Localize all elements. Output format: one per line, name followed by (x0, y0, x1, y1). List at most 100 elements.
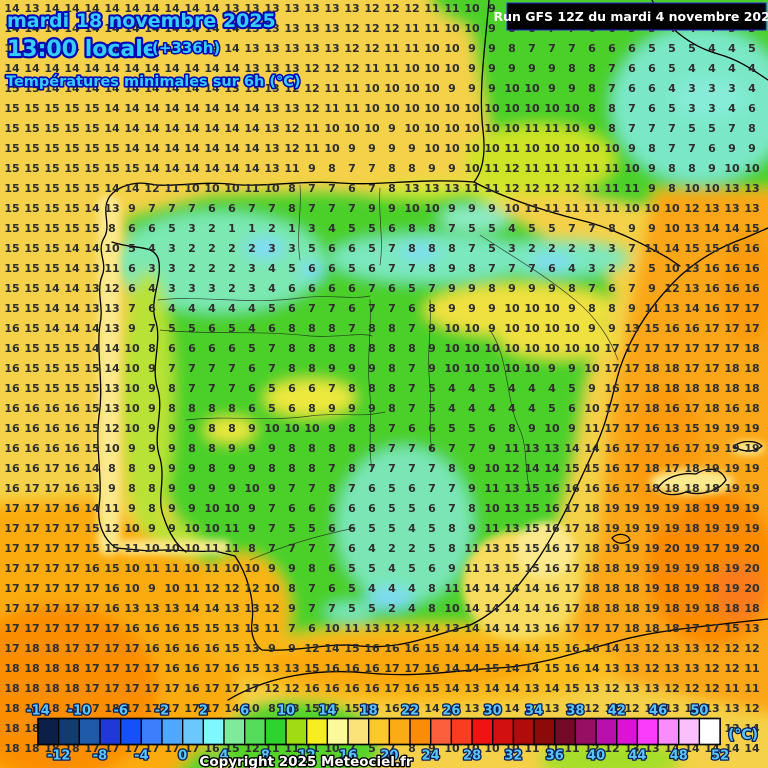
grid-value: 4 (728, 62, 736, 75)
grid-value: 2 (548, 242, 556, 255)
grid-value: 7 (188, 202, 196, 215)
grid-value: 16 (724, 242, 740, 255)
grid-value: 9 (328, 362, 336, 375)
grid-value: 16 (744, 282, 760, 295)
grid-value: 7 (328, 602, 336, 615)
grid-value: 16 (564, 482, 580, 495)
grid-value: 10 (444, 122, 460, 135)
grid-value: 8 (288, 582, 296, 595)
grid-value: 7 (728, 122, 736, 135)
grid-value: 6 (348, 522, 356, 535)
grid-value: 15 (324, 702, 339, 715)
grid-value: 11 (584, 422, 599, 435)
grid-value: 8 (288, 202, 296, 215)
grid-value: 3 (188, 282, 196, 295)
grid-value: 13 (684, 222, 699, 235)
grid-value: 14 (64, 282, 80, 295)
grid-value: 8 (388, 162, 396, 175)
grid-value: 15 (684, 242, 699, 255)
grid-value: 17 (724, 322, 739, 335)
grid-value: 6 (328, 522, 336, 535)
grid-value: 15 (24, 282, 39, 295)
grid-value: 5 (648, 42, 656, 55)
grid-value: 16 (124, 622, 140, 635)
grid-value: 3 (508, 242, 516, 255)
grid-value: 14 (84, 342, 100, 355)
grid-value: 14 (84, 502, 100, 515)
grid-value: 10 (444, 42, 460, 55)
grid-value: 10 (524, 302, 540, 315)
grid-value: 9 (248, 502, 256, 515)
grid-value: 17 (84, 702, 99, 715)
grid-value: 12 (344, 42, 359, 55)
grid-value: 14 (504, 702, 520, 715)
grid-value: 13 (264, 662, 279, 675)
grid-value: 14 (184, 142, 200, 155)
grid-value: 18 (644, 462, 659, 475)
grid-value: 10 (444, 22, 460, 35)
grid-value: 14 (4, 2, 20, 15)
grid-value: 8 (408, 242, 416, 255)
grid-value: 11 (524, 122, 539, 135)
grid-value: 13 (284, 702, 299, 715)
grid-value: 4 (248, 322, 256, 335)
scale-cell (471, 717, 494, 746)
grid-value: 8 (208, 402, 216, 415)
scale-cell (657, 717, 680, 746)
grid-value: 7 (448, 482, 456, 495)
grid-value: 4 (368, 542, 376, 555)
grid-value: 14 (184, 82, 200, 95)
scale-tick-label: 18 (360, 704, 378, 719)
grid-value: 19 (684, 562, 699, 575)
grid-value: 9 (348, 142, 356, 155)
grid-value: 7 (248, 202, 256, 215)
grid-value: 8 (348, 462, 356, 475)
grid-value: 9 (548, 82, 556, 95)
grid-value: 15 (4, 242, 19, 255)
grid-value: 6 (308, 622, 316, 635)
grid-value: 11 (264, 622, 279, 635)
grid-value: 17 (584, 622, 599, 635)
grid-value: 7 (448, 502, 456, 515)
grid-value: 8 (388, 402, 396, 415)
grid-value: 12 (304, 62, 319, 75)
grid-value: 13 (504, 522, 519, 535)
grid-value: 10 (284, 422, 300, 435)
grid-value: 5 (568, 382, 576, 395)
grid-value: 4 (748, 62, 756, 75)
grid-value: 14 (224, 102, 240, 115)
grid-value: 9 (248, 522, 256, 535)
grid-value: 7 (388, 302, 396, 315)
grid-value: 5 (748, 42, 756, 55)
grid-value: 15 (84, 442, 99, 455)
grid-value: 15 (4, 82, 19, 95)
grid-value: 8 (188, 402, 196, 415)
grid-value: 8 (648, 142, 656, 155)
grid-value: 9 (628, 222, 636, 235)
grid-value: 6 (348, 282, 356, 295)
grid-value: 13 (704, 702, 719, 715)
grid-value: 6 (348, 302, 356, 315)
grid-value: 18 (684, 482, 699, 495)
grid-value: 17 (64, 542, 79, 555)
grid-value: 15 (64, 362, 79, 375)
scale-tick-label: 44 (628, 749, 646, 764)
grid-value: 16 (564, 662, 580, 675)
grid-value: 17 (4, 602, 19, 615)
scale-tick-label: 28 (463, 749, 481, 764)
grid-value: 5 (448, 422, 456, 435)
grid-value: 15 (24, 182, 39, 195)
grid-value: 4 (448, 402, 456, 415)
grid-value: 12 (344, 62, 359, 75)
grid-value: 8 (328, 322, 336, 335)
grid-value: 18 (104, 702, 119, 715)
grid-value: 6 (328, 282, 336, 295)
grid-value: 6 (128, 282, 136, 295)
grid-value: 9 (388, 202, 396, 215)
grid-value: 16 (104, 582, 120, 595)
grid-value: 16 (664, 442, 680, 455)
grid-value: 4 (468, 402, 476, 415)
grid-value: 17 (644, 342, 659, 355)
grid-value: 13 (724, 182, 739, 195)
